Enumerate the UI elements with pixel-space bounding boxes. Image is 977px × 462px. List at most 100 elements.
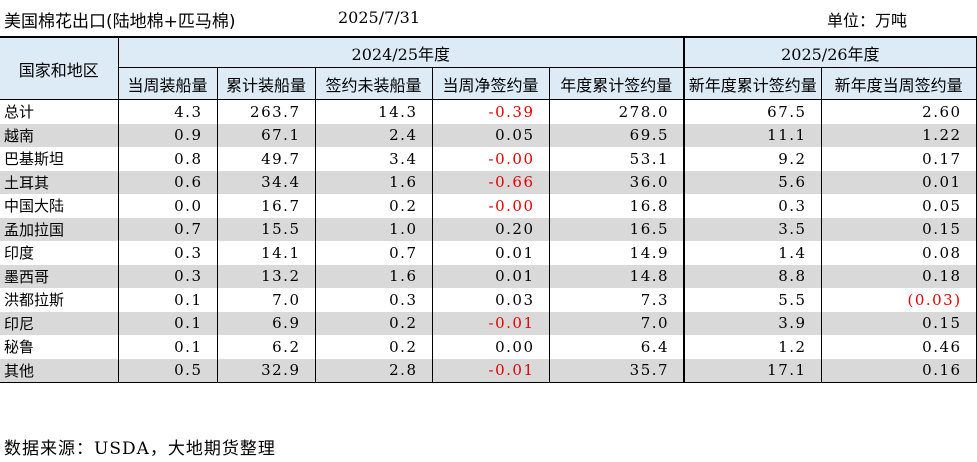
row-value-cell: 0.2 bbox=[314, 194, 432, 218]
row-value-cell: -0.39 bbox=[431, 99, 549, 124]
row-value-cell: 1.4 bbox=[683, 241, 822, 265]
row-region-name: 孟加拉国 bbox=[0, 217, 118, 241]
row-value-cell: 0.01 bbox=[431, 241, 549, 265]
row-value-cell: (0.03) bbox=[820, 288, 977, 312]
data-source-note: 数据来源：USDA，大地期货整理 bbox=[4, 439, 276, 459]
table-row: 巴基斯坦 0.8 49.7 3.4 -0.00 53.1 9.2 0.17 bbox=[0, 147, 977, 171]
row-region-name: 印度 bbox=[4, 244, 35, 263]
row-value-cell: 1.22 bbox=[820, 123, 977, 147]
col-header-cumulative-shipment: 累计装船量 bbox=[216, 67, 315, 100]
row-value-cell: 0.9 bbox=[117, 123, 217, 147]
row-value-cell: -0.00 bbox=[431, 147, 549, 171]
row-value-cell: 14.9 bbox=[548, 241, 685, 265]
unit-label: 单位：万吨 bbox=[827, 11, 908, 30]
row-value-cell: 9.2 bbox=[683, 147, 822, 171]
row-value-cell: 35.7 bbox=[548, 358, 685, 383]
row-region-name: 墨西哥 bbox=[0, 264, 118, 288]
row-value-cell: 14.3 bbox=[314, 99, 432, 124]
row-value-cell: -0.00 bbox=[431, 194, 549, 218]
row-value-cell: 0.3 bbox=[683, 194, 822, 218]
row-value-cell: 278.0 bbox=[548, 99, 685, 124]
row-value-cell: -0.01 bbox=[431, 311, 549, 335]
region-header: 国家和地区 bbox=[0, 36, 118, 100]
row-value-cell: 2.60 bbox=[820, 99, 977, 124]
row-value-cell: 7.0 bbox=[548, 311, 685, 335]
row-value-cell: 0.05 bbox=[820, 194, 977, 218]
row-region-name: 总计 bbox=[4, 103, 35, 122]
row-region-name: 印尼 bbox=[0, 311, 118, 335]
row-value-cell: 3.4 bbox=[314, 147, 432, 171]
season-2025-header: 2025/26年度 bbox=[683, 36, 977, 68]
row-value-cell: 36.0 bbox=[548, 170, 685, 194]
row-region-name: 中国大陆 bbox=[4, 197, 65, 216]
row-value-cell: 16.7 bbox=[216, 194, 315, 218]
row-value-cell: 0.17 bbox=[820, 147, 977, 171]
row-value-cell: 3.9 bbox=[683, 311, 822, 335]
row-value-cell: 69.5 bbox=[548, 123, 685, 147]
row-value-cell: 67.5 bbox=[683, 99, 822, 124]
row-value-cell: 0.01 bbox=[431, 264, 549, 288]
row-value-cell: 53.1 bbox=[548, 147, 685, 171]
row-value-cell: 0.7 bbox=[117, 217, 217, 241]
row-value-cell: 1.2 bbox=[683, 335, 822, 359]
row-value-cell: 49.7 bbox=[216, 147, 315, 171]
row-value-cell: 8.8 bbox=[683, 264, 822, 288]
row-value-cell: 32.9 bbox=[216, 358, 315, 383]
report-date: 2025/7/31 bbox=[338, 8, 421, 27]
row-value-cell: -0.01 bbox=[431, 358, 549, 383]
row-region-name: 土耳其 bbox=[0, 170, 118, 194]
row-value-cell: 16.5 bbox=[548, 217, 685, 241]
table-row: 孟加拉国 0.7 15.5 1.0 0.20 16.5 3.5 0.15 bbox=[0, 217, 977, 241]
row-value-cell: 263.7 bbox=[216, 99, 315, 124]
row-value-cell: 5.6 bbox=[683, 170, 822, 194]
row-value-cell: 0.00 bbox=[431, 335, 549, 359]
row-value-cell: 1.0 bbox=[314, 217, 432, 241]
row-region-name: 秘鲁 bbox=[4, 338, 35, 357]
row-value-cell: 7.0 bbox=[216, 288, 315, 312]
col-header-new-crop-commitments: 新年度累计签约量 bbox=[683, 67, 822, 100]
col-header-weekly-net-sales: 当周净签约量 bbox=[431, 67, 549, 100]
row-value-cell: 0.20 bbox=[431, 217, 549, 241]
row-value-cell: 6.2 bbox=[216, 335, 315, 359]
row-value-cell: 6.4 bbox=[548, 335, 685, 359]
row-value-cell: 4.3 bbox=[117, 99, 217, 124]
row-value-cell: -0.66 bbox=[431, 170, 549, 194]
row-region-name: 越南 bbox=[0, 123, 118, 147]
table-row: 印尼 0.1 6.9 0.2 -0.01 7.0 3.9 0.15 bbox=[0, 311, 977, 335]
row-value-cell: 0.6 bbox=[117, 170, 217, 194]
row-value-cell: 0.46 bbox=[820, 335, 977, 359]
row-region-name: 巴基斯坦 bbox=[4, 150, 65, 169]
row-value-cell: 14.8 bbox=[548, 264, 685, 288]
row-value-cell: 13.2 bbox=[216, 264, 315, 288]
row-value-cell: 7.3 bbox=[548, 288, 685, 312]
row-value-cell: 0.15 bbox=[820, 217, 977, 241]
row-value-cell: 0.7 bbox=[314, 241, 432, 265]
cotton-export-table: 国家和地区 2024/25年度 2025/26年度 当周装船量 累计装船量 签约… bbox=[0, 36, 977, 383]
table-row: 土耳其 0.6 34.4 1.6 -0.66 36.0 5.6 0.01 bbox=[0, 170, 977, 194]
col-header-new-crop-weekly-sales: 新年度当周签约量 bbox=[820, 67, 977, 100]
row-value-cell: 0.1 bbox=[117, 288, 217, 312]
table-row: 越南 0.9 67.1 2.4 0.05 69.5 11.1 1.22 bbox=[0, 123, 977, 147]
row-value-cell: 14.1 bbox=[216, 241, 315, 265]
row-value-cell: 0.2 bbox=[314, 335, 432, 359]
row-value-cell: 0.18 bbox=[820, 264, 977, 288]
row-region-name: 洪都拉斯 bbox=[4, 291, 65, 310]
row-value-cell: 0.03 bbox=[431, 288, 549, 312]
season-2024-header: 2024/25年度 bbox=[117, 36, 685, 68]
row-value-cell: 1.6 bbox=[314, 264, 432, 288]
table-row: 中国大陆 0.0 16.7 0.2 -0.00 16.8 0.3 0.05 bbox=[0, 194, 977, 218]
table-row: 墨西哥 0.3 13.2 1.6 0.01 14.8 8.8 0.18 bbox=[0, 264, 977, 288]
row-value-cell: 0.16 bbox=[820, 358, 977, 383]
row-value-cell: 0.0 bbox=[117, 194, 217, 218]
row-value-cell: 0.05 bbox=[431, 123, 549, 147]
row-value-cell: 16.8 bbox=[548, 194, 685, 218]
row-value-cell: 0.3 bbox=[314, 288, 432, 312]
col-header-weekly-shipment: 当周装船量 bbox=[117, 67, 217, 100]
row-value-cell: 15.5 bbox=[216, 217, 315, 241]
row-value-cell: 5.5 bbox=[683, 288, 822, 312]
col-header-outstanding-sales: 签约未装船量 bbox=[314, 67, 432, 100]
row-value-cell: 17.1 bbox=[683, 358, 822, 383]
row-value-cell: 0.3 bbox=[117, 241, 217, 265]
row-value-cell: 2.8 bbox=[314, 358, 432, 383]
row-value-cell: 0.2 bbox=[314, 311, 432, 335]
